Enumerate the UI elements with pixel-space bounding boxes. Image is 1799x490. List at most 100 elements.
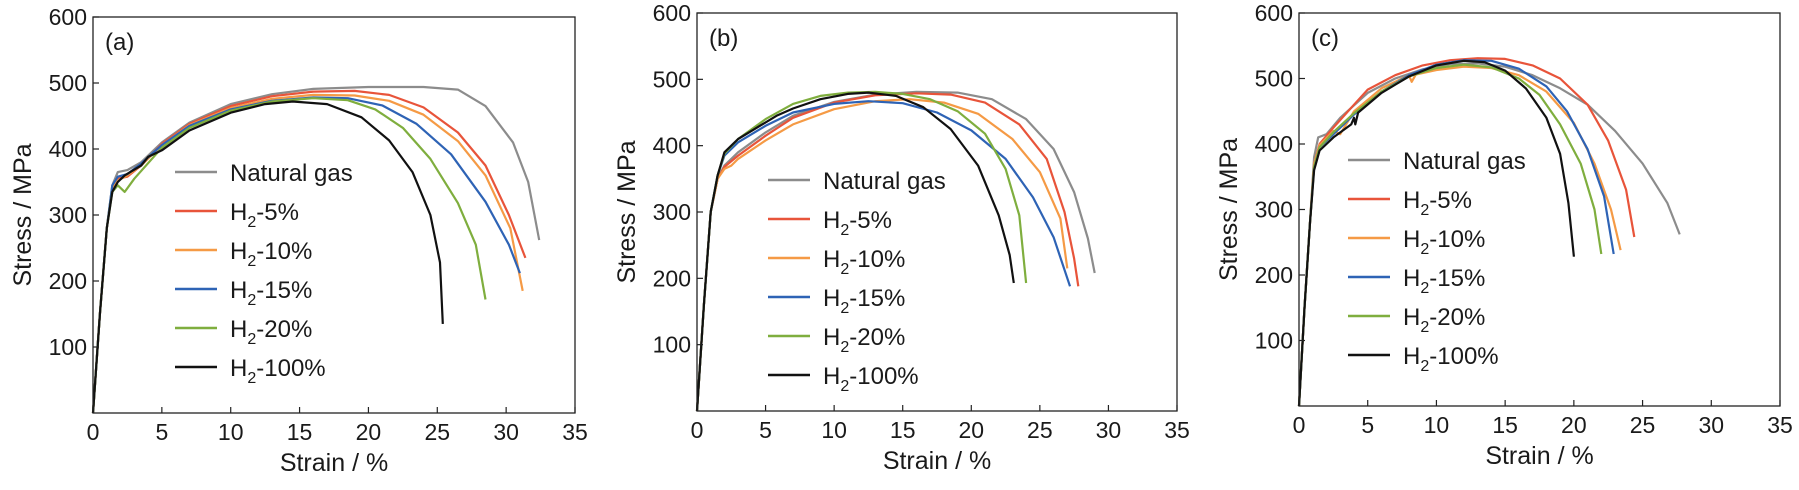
panel-b: 0 5 10 15 20 25 30 35 100 200 300 400 500 600 Strain /… (613, 0, 1190, 475)
y-tick-label: 600 (1255, 0, 1293, 26)
legend-label: H2-5% (1403, 187, 1472, 219)
x-tick-label: 25 (424, 419, 450, 445)
x-tick-label: 15 (1492, 412, 1518, 438)
legend-item: H2-15% (1348, 265, 1485, 297)
y-tick-label: 300 (1255, 197, 1293, 223)
y-tick-label: 600 (653, 0, 691, 26)
x-tick-label: 0 (691, 417, 704, 443)
legend-label: H2-15% (230, 277, 312, 309)
legend-item: H2-15% (175, 277, 312, 309)
x-axis-label: Strain / % (280, 449, 388, 477)
y-tick-label: 400 (49, 136, 87, 162)
x-tick-label: 0 (1293, 412, 1306, 438)
legend-item: H2-20% (1348, 304, 1485, 336)
legend-item: H2-100% (175, 355, 326, 387)
series-line-h2-100- (91, 100, 444, 414)
legend-label: H2-5% (823, 207, 892, 239)
y-tick-label: 200 (653, 265, 691, 291)
y-tick-label: 100 (49, 334, 87, 360)
y-tick-label: 200 (49, 268, 87, 294)
x-tick-label: 30 (1698, 412, 1724, 438)
y-axis-label: Stress / MPa (613, 140, 641, 283)
x-tick-label: 10 (1424, 412, 1450, 438)
panel-label: (c) (1311, 25, 1339, 52)
legend: Natural gas H2-5% H2-10% H2-15% H2-20% H2-100… (768, 168, 946, 395)
series-line-natural-gas (1297, 62, 1681, 407)
legend-label: H2-20% (1403, 304, 1485, 336)
x-tick-label: 25 (1027, 417, 1053, 443)
series-line-h2-15- (91, 96, 521, 414)
legend-label: H2-10% (1403, 226, 1485, 258)
x-tick-label: 20 (958, 417, 984, 443)
legend-label: Natural gas (1403, 148, 1526, 175)
series-line-h2-100- (1297, 59, 1575, 407)
x-tick-label: 5 (1361, 412, 1374, 438)
panel-label: (b) (709, 25, 738, 52)
legend-label: Natural gas (823, 168, 946, 195)
legend-item: H2-5% (1348, 187, 1472, 219)
x-tick-label: 35 (1767, 412, 1793, 438)
series-group (91, 85, 541, 414)
legend-item: H2-20% (768, 324, 905, 356)
legend-item: Natural gas (1348, 148, 1526, 175)
legend-label: H2-20% (823, 324, 905, 356)
legend-item: Natural gas (768, 168, 946, 195)
legend-label: H2-100% (823, 363, 919, 395)
legend: Natural gas H2-5% H2-10% H2-15% H2-20% H2-100… (175, 160, 353, 387)
legend-label: H2-10% (823, 246, 905, 278)
x-tick-label: 30 (1096, 417, 1122, 443)
y-tick-label: 200 (1255, 262, 1293, 288)
legend: Natural gas H2-5% H2-10% H2-15% H2-20% H2-100… (1348, 148, 1526, 375)
legend-label: H2-15% (823, 285, 905, 317)
legend-item: H2-10% (1348, 226, 1485, 258)
y-tick-label: 100 (1255, 328, 1293, 354)
x-tick-label: 35 (562, 419, 588, 445)
x-tick-label: 5 (759, 417, 772, 443)
legend-item: H2-10% (768, 246, 905, 278)
y-tick-label: 500 (1255, 66, 1293, 92)
x-tick-label: 15 (890, 417, 916, 443)
legend-item: H2-15% (768, 285, 905, 317)
x-tick-label: 30 (493, 419, 519, 445)
x-tick-label: 15 (287, 419, 313, 445)
x-tick-label: 0 (87, 419, 100, 445)
legend-item: H2-100% (768, 363, 919, 395)
plot-frame (1298, 12, 1781, 407)
legend-item: H2-100% (1348, 343, 1499, 375)
y-tick-label: 400 (1255, 131, 1293, 157)
y-axis-label: Stress / MPa (9, 143, 37, 286)
legend-label: H2-5% (230, 199, 299, 231)
legend-label: H2-20% (230, 316, 312, 348)
x-axis-label: Strain / % (883, 447, 991, 475)
x-tick-label: 10 (821, 417, 847, 443)
panel-c: 0 5 10 15 20 25 30 35 100 200 300 400 500 600 Strain /… (1215, 0, 1793, 470)
x-tick-label: 5 (155, 419, 168, 445)
x-tick-label: 35 (1164, 417, 1190, 443)
plot-frame (92, 16, 576, 414)
series-line-h2-100- (695, 91, 1015, 412)
y-axis-label: Stress / MPa (1215, 138, 1243, 281)
series-group (695, 90, 1096, 412)
panel-label: (a) (105, 29, 134, 56)
x-tick-label: 20 (356, 419, 382, 445)
y-tick-label: 600 (49, 4, 87, 30)
y-tick-label: 400 (653, 133, 691, 159)
y-tick-label: 100 (653, 332, 691, 358)
legend-label: H2-10% (230, 238, 312, 270)
legend-item: H2-5% (175, 199, 299, 231)
legend-label: Natural gas (230, 160, 353, 187)
x-tick-label: 20 (1561, 412, 1587, 438)
panel-a: 0 5 10 15 20 25 30 35 100 200 300 400 500 600 Strain /… (9, 4, 588, 477)
x-tick-label: 25 (1630, 412, 1656, 438)
legend-label: H2-100% (230, 355, 326, 387)
y-tick-label: 300 (653, 199, 691, 225)
legend-item: H2-20% (175, 316, 312, 348)
y-tick-label: 300 (49, 202, 87, 228)
y-tick-label: 500 (49, 70, 87, 96)
y-tick-label: 500 (653, 66, 691, 92)
legend-item: H2-5% (768, 207, 892, 239)
x-tick-label: 10 (218, 419, 244, 445)
legend-label: H2-15% (1403, 265, 1485, 297)
legend-label: H2-100% (1403, 343, 1499, 375)
x-axis-label: Strain / % (1485, 442, 1593, 470)
